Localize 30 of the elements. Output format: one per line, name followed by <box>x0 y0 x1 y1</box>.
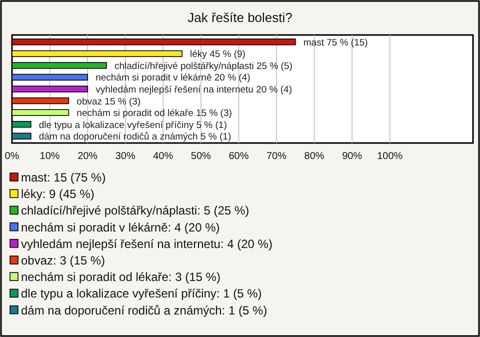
text: léky: 9 (45 %) <box>21 187 94 202</box>
text: mast: 15 (75 %) <box>21 170 106 184</box>
text: dám na doporučení rodičů a známých: 1 (5 %) <box>21 303 268 318</box>
x-tick-label: 50% <box>190 151 212 162</box>
text: vyhledám nejlepší řešení na internetu: 4 (20 %) <box>21 236 272 251</box>
chart-title: Jak řešíte bolesti? <box>188 10 292 25</box>
text: nechám si poradit v lékárně: 4 (20 %) <box>21 220 220 234</box>
category-label: vyhledám nejlepší řešení na internetu 20 % (4) <box>96 84 292 96</box>
x-tick-label: 40% <box>153 151 174 162</box>
category-label: léky 45 % (9) <box>190 49 246 60</box>
text: dle typu a lokalizace vyřešení příčiny: 1 (5 %) <box>21 286 262 301</box>
x-tick-label: 30% <box>115 151 136 162</box>
text: nechám si poradit od lékaře: 3 (15 %) <box>21 270 220 284</box>
category-label: mast 75 % (15) <box>303 37 368 48</box>
category-label: obvaz 15 % (3) <box>76 96 141 108</box>
x-tick-label: 80% <box>304 151 324 162</box>
category-label: chladící/hřejivé polštářky/náplasti 25 % (5) <box>114 60 292 72</box>
x-tick-label: 20% <box>78 151 98 162</box>
x-tick-label: 10% <box>40 151 60 162</box>
x-tick-label: 0% <box>4 151 20 162</box>
category-label: dle typu a lokalizace vyřešení příčiny 5 % (1) <box>38 120 227 131</box>
category-label: nechám si poradit v lékárně 20 % (4) <box>96 72 250 84</box>
x-tick-label: 100% <box>377 151 403 162</box>
x-tick-label: 70% <box>266 151 287 162</box>
text: chladící/hřejivé polštářky/náplasti: 5 (25 %) <box>21 204 250 218</box>
category-label: nechám si poradit od lékaře 15 % (3) <box>76 108 232 120</box>
x-tick-label: 90% <box>342 151 362 162</box>
text: obvaz: 3 (15 %) <box>21 254 106 268</box>
x-tick-label: 60% <box>228 151 249 162</box>
category-label: dám na doporučení rodičů a známých 5 % (1) <box>38 132 232 143</box>
